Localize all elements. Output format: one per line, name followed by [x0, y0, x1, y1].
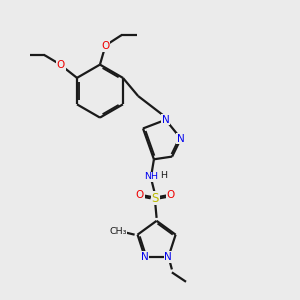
Text: O: O: [57, 61, 65, 70]
Text: N: N: [162, 115, 170, 125]
Text: O: O: [166, 190, 175, 200]
Text: CH₃: CH₃: [109, 227, 127, 236]
Text: S: S: [152, 192, 159, 205]
Text: N: N: [141, 252, 149, 262]
Text: N: N: [164, 252, 172, 262]
Text: N: N: [177, 134, 185, 144]
Text: H: H: [160, 171, 167, 180]
Text: O: O: [101, 41, 110, 51]
Text: O: O: [136, 190, 144, 200]
Text: NH: NH: [145, 172, 159, 182]
